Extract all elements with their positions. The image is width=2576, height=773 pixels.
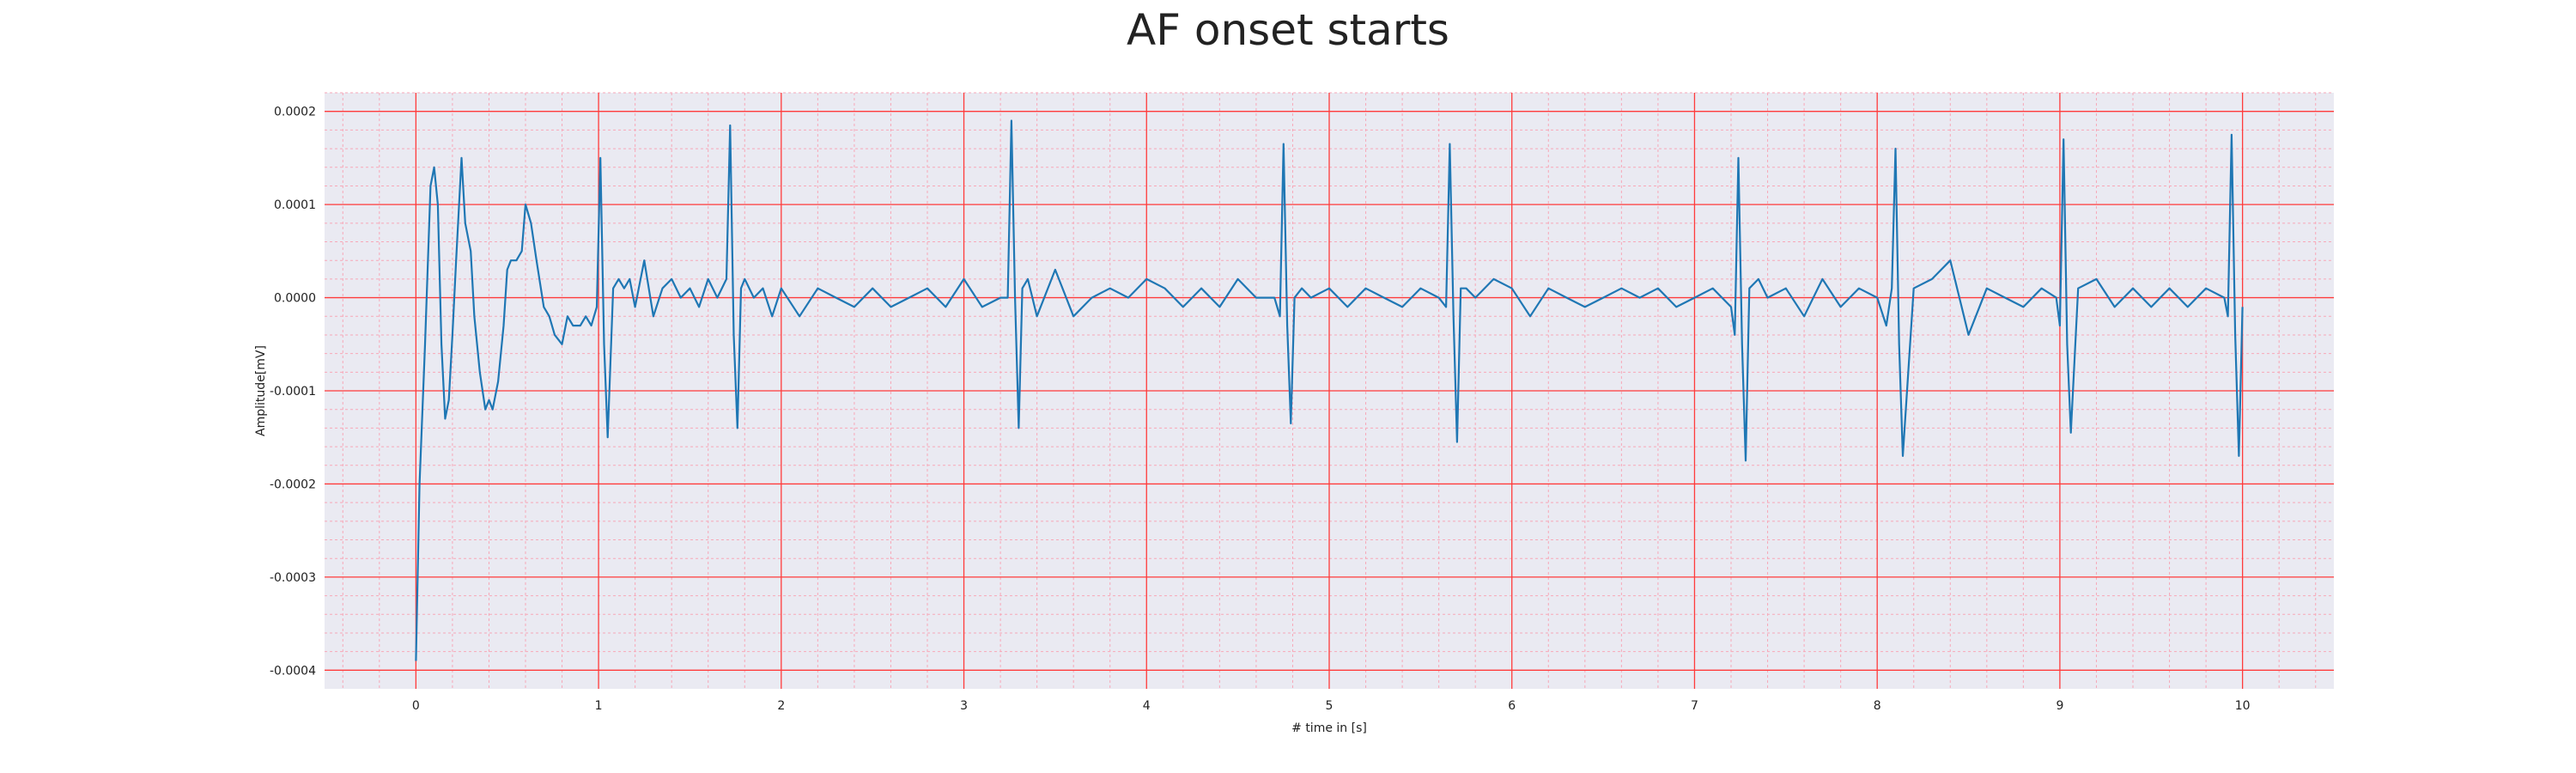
y-tick-label: -0.0002 xyxy=(270,478,316,491)
series-layer xyxy=(415,119,2244,661)
x-tick-label: 8 xyxy=(1874,699,1881,713)
x-tick-label: 0 xyxy=(412,699,420,713)
x-tick-label: 5 xyxy=(1326,699,1334,713)
y-tick-label: 0.0002 xyxy=(274,106,316,119)
x-tick-label: 3 xyxy=(960,699,968,713)
x-tick-labels: 0 1 2 3 4 5 6 7 8 9 10 xyxy=(412,699,2251,713)
x-tick-label: 1 xyxy=(595,699,603,713)
y-tick-label: 0.0000 xyxy=(274,292,316,306)
chart-title: AF onset starts xyxy=(1127,5,1449,55)
y-tick-label: -0.0001 xyxy=(270,385,316,399)
x-tick-label: 6 xyxy=(1508,699,1516,713)
x-tick-label: 10 xyxy=(2235,699,2251,713)
x-tick-label: 7 xyxy=(1691,699,1698,713)
y-tick-label: 0.0001 xyxy=(274,198,316,212)
y-tick-label: -0.0004 xyxy=(270,664,316,678)
x-tick-label: 9 xyxy=(2056,699,2063,713)
major-grid xyxy=(325,93,2334,689)
x-axis-label: # time in [s] xyxy=(1291,721,1367,735)
x-tick-label: 4 xyxy=(1143,699,1151,713)
y-axis-label: Amplitude[mV] xyxy=(254,345,268,436)
x-tick-label: 2 xyxy=(777,699,785,713)
y-tick-label: -0.0003 xyxy=(270,571,316,585)
y-tick-labels: 0.0002 0.0001 0.0000 -0.0001 -0.0002 -0.0003 -… xyxy=(270,106,316,679)
series-line-0 xyxy=(415,119,2244,661)
